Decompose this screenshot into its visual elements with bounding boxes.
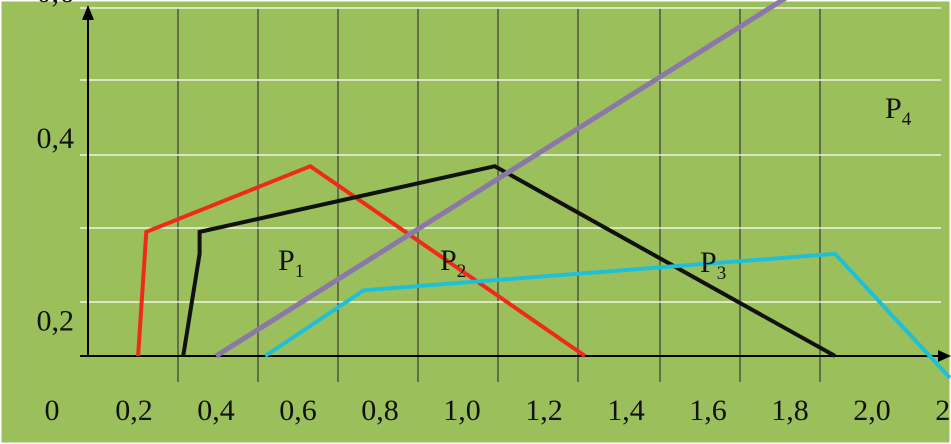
x-tick-label: 2,0 — [853, 394, 891, 427]
series-lines — [136, 0, 951, 380]
x-tick-label: 0,8 — [361, 394, 399, 427]
y-axis-arrow — [82, 5, 94, 20]
y-tick-label: 0,2 — [37, 305, 75, 338]
series-label-subscript: 1 — [295, 261, 305, 282]
axes — [80, 5, 951, 362]
x-tick-label: 1,8 — [771, 394, 809, 427]
series-label-subscript: 3 — [717, 263, 727, 284]
y-tick-labels: 0,20,40,6.0,81,0 — [37, 0, 75, 338]
x-axis-arrow — [938, 350, 951, 362]
x-tick-label: 1,4 — [607, 394, 645, 427]
x-tick-label: 2,2 — [935, 394, 951, 427]
series-label-subscript: 2 — [457, 261, 467, 282]
series-line — [181, 164, 837, 358]
series-line — [136, 163, 587, 358]
series-label-base: P — [278, 244, 295, 277]
series-label: P2 — [440, 244, 466, 282]
y-tick-label: 0,4 — [37, 122, 75, 155]
y-tick-label: 0,6 — [37, 0, 75, 9]
series-label: P3 — [700, 246, 726, 284]
series-line — [264, 251, 951, 380]
x-tick-label: 1,6 — [689, 394, 727, 427]
series-line — [214, 0, 788, 359]
x-tick-labels: 0 0,2 0,4 0,6 0,8 1,0 1,2 1,4 1,6 1,8 2,0 2,2 — [45, 394, 951, 427]
series-label-base: P — [700, 246, 717, 279]
series-label-base: P — [885, 92, 902, 125]
x-tick-label: 0,4 — [197, 394, 235, 427]
series-label: P1 — [278, 244, 304, 282]
x-tick-label: 0,2 — [115, 394, 153, 427]
series-label: P4 — [885, 92, 912, 130]
x-tick-label: 0 — [45, 394, 60, 427]
x-tick-label: 1,2 — [525, 394, 563, 427]
x-tick-label: 0,6 — [279, 394, 317, 427]
x-tick-label: 1,0 — [443, 394, 481, 427]
series-label-base: P — [440, 244, 457, 277]
series-label-subscript: 4 — [902, 109, 912, 130]
